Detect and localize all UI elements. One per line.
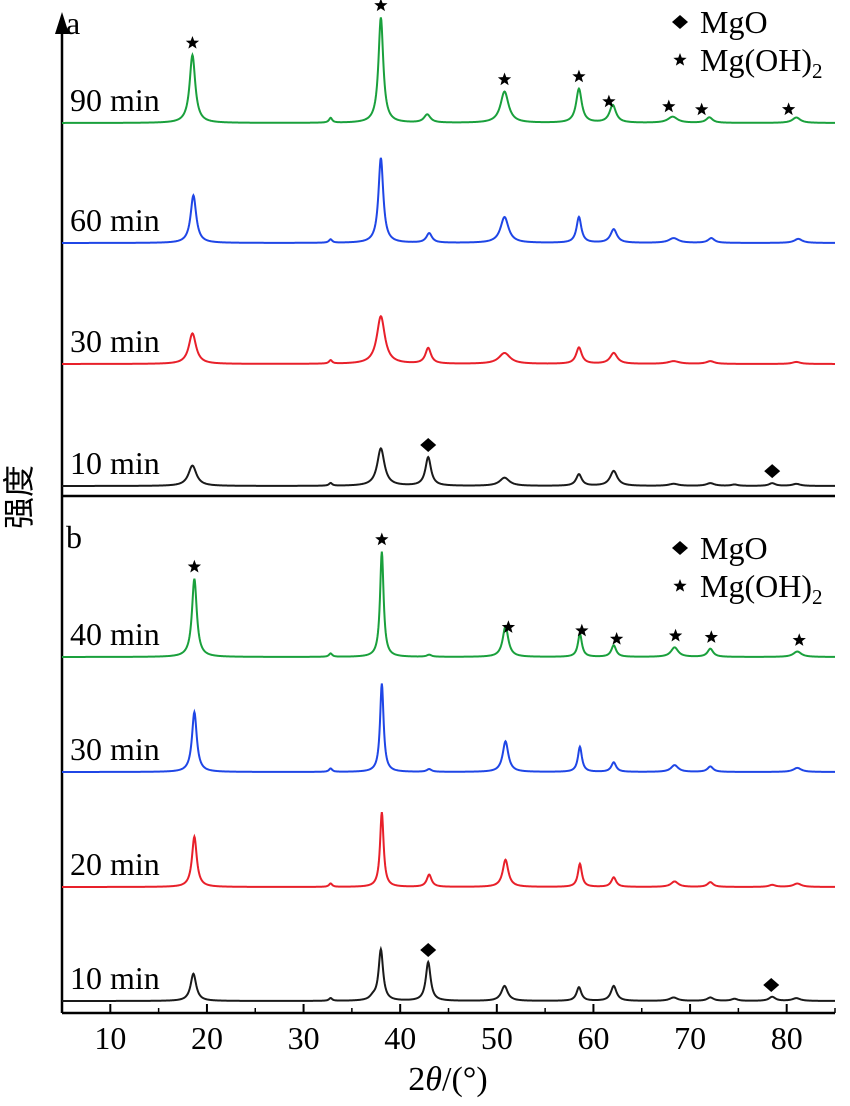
legend-entry-label: MgO [700, 4, 768, 40]
legend-entry-label: Mg(OH)2 [700, 568, 822, 609]
diamond-marker [420, 438, 437, 453]
legend-entry-label: MgO [700, 530, 768, 566]
x-tick-label: 40 [384, 1020, 416, 1056]
star-marker [185, 35, 200, 49]
diamond-marker [672, 541, 688, 555]
x-axis-label: 2θ/(°) [408, 1061, 487, 1098]
star-marker [497, 72, 512, 86]
x-tick-label: 10 [94, 1020, 126, 1056]
series-label: 20 min [70, 846, 160, 882]
series-line [62, 17, 835, 124]
star-marker [575, 623, 589, 637]
x-tick-label: 20 [191, 1020, 223, 1056]
x-tick-label: 60 [577, 1020, 609, 1056]
star-marker [374, 0, 388, 12]
series-line [62, 683, 835, 773]
series-line [61, 157, 835, 244]
x-tick-label: 30 [288, 1020, 320, 1056]
diamond-marker [672, 15, 688, 29]
series-line [62, 551, 835, 658]
star-marker [694, 102, 709, 116]
star-marker [662, 99, 676, 113]
series-label: 10 min [70, 960, 160, 996]
diamond-marker [764, 464, 781, 479]
series-line [62, 945, 835, 1002]
series-label: 30 min [70, 323, 160, 359]
series-line [62, 447, 835, 487]
y-axis-label: 强度 [1, 465, 37, 529]
y-axis-arrow [55, 12, 69, 34]
star-marker [673, 579, 687, 592]
star-marker [609, 632, 624, 645]
series-label: 60 min [70, 202, 160, 238]
star-marker [375, 532, 389, 546]
x-tick-label: 70 [674, 1020, 706, 1056]
star-marker [704, 630, 718, 643]
axes: 10 20 30 40 50 60 70 80 [55, 12, 836, 1056]
series-label: 30 min [70, 731, 160, 767]
star-marker [501, 620, 516, 633]
star-marker [781, 102, 796, 116]
series-line [62, 811, 835, 888]
x-tick-label: 80 [771, 1020, 803, 1056]
diamond-marker [420, 942, 437, 957]
panel-label: a [66, 5, 80, 41]
star-marker [572, 69, 586, 83]
series-label: 40 min [70, 616, 160, 652]
star-marker [187, 559, 202, 573]
star-marker [668, 628, 683, 642]
series-label: 90 min [70, 82, 160, 118]
star-marker [673, 53, 687, 66]
panel-label: b [66, 519, 82, 555]
x-tick-label: 50 [481, 1020, 513, 1056]
star-marker [792, 633, 806, 646]
star-marker [602, 94, 616, 108]
series-line [62, 314, 835, 365]
legend-entry-label: Mg(OH)2 [700, 42, 822, 83]
diamond-marker [763, 977, 780, 992]
series-label: 10 min [70, 445, 160, 481]
